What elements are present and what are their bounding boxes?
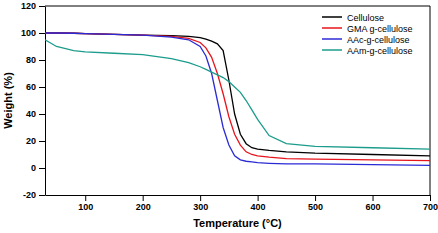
- tick-label: 200: [136, 202, 151, 212]
- tick-mark: [85, 195, 86, 201]
- tick-mark: [39, 141, 45, 142]
- tick: 300: [193, 195, 208, 212]
- tick: 60: [26, 82, 45, 92]
- tick: 100: [21, 28, 45, 38]
- tick: 600: [366, 195, 381, 212]
- legend-item: GMA g-cellulose: [322, 24, 413, 34]
- tick-label: 20: [26, 136, 36, 146]
- tick-label: 300: [193, 202, 208, 212]
- legend-label: AAm-g-cellulose: [347, 46, 413, 56]
- tick-mark: [39, 195, 45, 196]
- legend-swatch: [322, 16, 342, 18]
- series-line: [45, 40, 430, 149]
- y-axis-title: Weight (%): [2, 72, 14, 129]
- tick-label: 120: [21, 1, 36, 11]
- tick-mark: [143, 195, 144, 201]
- legend-item: AAc-g-cellulose: [322, 35, 410, 45]
- tick-label: 700: [423, 202, 438, 212]
- tick: 700: [423, 195, 438, 212]
- tick-label: 500: [308, 202, 323, 212]
- tick-label: 80: [26, 55, 36, 65]
- tick-label: 100: [21, 28, 36, 38]
- legend-label: AAc-g-cellulose: [347, 35, 410, 45]
- legend-label: Cellulose: [347, 13, 384, 23]
- tick-label: 60: [26, 82, 36, 92]
- tick-mark: [258, 195, 259, 201]
- tick: 80: [26, 55, 45, 65]
- legend-item: AAm-g-cellulose: [322, 46, 413, 56]
- tick-mark: [373, 195, 374, 201]
- tick-mark: [39, 87, 45, 88]
- tick-mark: [39, 6, 45, 7]
- lines: [45, 33, 430, 165]
- x-axis-title: Temperature (°C): [193, 217, 282, 229]
- tick: 40: [26, 109, 45, 119]
- plot: 100 200 300 400 500 600 700 -20 0 20 40 60 80 100 120 C…: [21, 1, 438, 212]
- tick: 20: [26, 136, 45, 146]
- series-line: [45, 33, 430, 161]
- tick-mark: [39, 168, 45, 169]
- tick: 200: [136, 195, 151, 212]
- tick: 100: [78, 195, 93, 212]
- series-line: [45, 33, 430, 165]
- tick: 500: [308, 195, 323, 212]
- tick-mark: [430, 195, 431, 201]
- tick-mark: [39, 60, 45, 61]
- frame: [45, 6, 430, 7]
- tick-label: 40: [26, 109, 36, 119]
- legend-swatch: [322, 27, 342, 29]
- tick-label: 600: [366, 202, 381, 212]
- frame: [430, 6, 431, 195]
- axis-line: [45, 7, 46, 196]
- legend-swatch: [322, 38, 342, 40]
- chart: 100 200 300 400 500 600 700 -20 0 20 40 60 80 100 120 C…: [0, 0, 438, 233]
- tick: 120: [21, 1, 45, 11]
- tick-mark: [315, 195, 316, 201]
- series-line: [45, 33, 430, 156]
- tick-label: 0: [31, 163, 36, 173]
- legend-label: GMA g-cellulose: [347, 24, 413, 34]
- tick-label: 100: [78, 202, 93, 212]
- tick-mark: [39, 114, 45, 115]
- legend: CelluloseGMA g-celluloseAAc-g-celluloseA…: [322, 13, 413, 56]
- y-axis: -20 0 20 40 60 80 100 120: [21, 1, 46, 200]
- tick-label: 400: [251, 202, 266, 212]
- legend-item: Cellulose: [322, 13, 384, 23]
- tick-mark: [200, 195, 201, 201]
- tick: -20: [23, 190, 45, 200]
- tick-label: -20: [23, 190, 36, 200]
- legend-swatch: [322, 49, 342, 51]
- tick-mark: [39, 33, 45, 34]
- tick: 400: [251, 195, 266, 212]
- tick: 0: [31, 163, 45, 173]
- x-axis: 100 200 300 400 500 600 700: [46, 195, 438, 212]
